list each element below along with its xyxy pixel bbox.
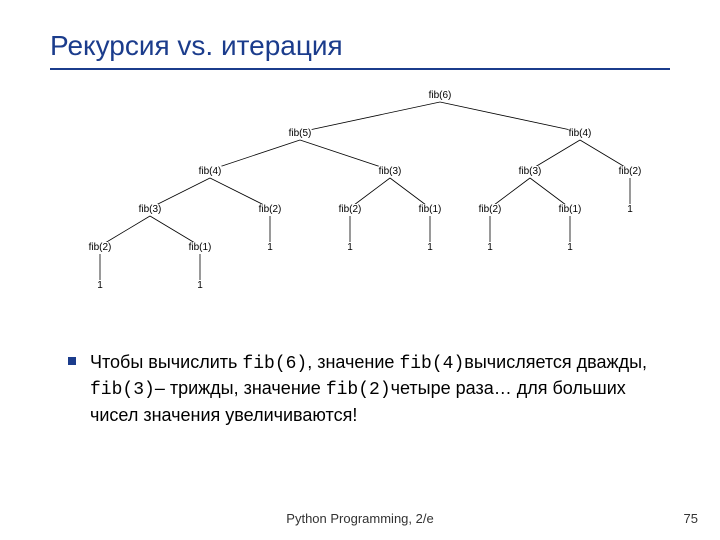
body-text-1: Чтобы вычислить <box>90 352 242 372</box>
tree-node: 1 <box>487 242 493 253</box>
slide: Рекурсия vs. итерация fib(6) fib(5) fib(4)… <box>0 0 720 540</box>
body-paragraph: Чтобы вычислить fib(6), значение fib(4)в… <box>90 350 650 427</box>
title-underline: Рекурсия vs. итерация <box>50 30 670 70</box>
page-number: 75 <box>684 511 698 526</box>
tree-node: 1 <box>427 242 433 253</box>
tree-node: 1 <box>347 242 353 253</box>
body-text-2: , значение <box>307 352 399 372</box>
code-fib2: fib(2) <box>326 380 391 400</box>
code-fib6: fib(6) <box>242 354 307 374</box>
tree-node: 1 <box>267 242 273 253</box>
tree-node: fib(1) <box>559 204 582 215</box>
slide-title: Рекурсия vs. итерация <box>50 30 670 62</box>
tree-node: fib(3) <box>379 166 402 177</box>
tree-node: 1 <box>197 280 203 291</box>
tree-node: fib(5) <box>289 128 312 139</box>
tree-node: fib(2) <box>479 204 502 215</box>
tree-node: fib(6) <box>429 90 452 101</box>
tree-node: fib(1) <box>419 204 442 215</box>
tree-node: fib(1) <box>189 242 212 253</box>
fib-tree-diagram: fib(6) fib(5) fib(4) fib(4) fib(3) fib(3) fib(… <box>40 90 680 330</box>
bullet-icon <box>68 357 76 365</box>
body-text-3: вычисляется дважды, <box>464 352 647 372</box>
tree-node: fib(2) <box>89 242 112 253</box>
tree-node: 1 <box>627 204 633 215</box>
code-fib4: fib(4) <box>399 354 464 374</box>
code-fib3: fib(3) <box>90 380 155 400</box>
tree-node: fib(2) <box>259 204 282 215</box>
tree-node: fib(2) <box>339 204 362 215</box>
tree-node: 1 <box>97 280 103 291</box>
tree-node: fib(4) <box>199 166 222 177</box>
tree-node: fib(4) <box>569 128 592 139</box>
tree-node: fib(3) <box>139 204 162 215</box>
tree-node: fib(3) <box>519 166 542 177</box>
tree-node: 1 <box>567 242 573 253</box>
body-text-4: – трижды, значение <box>155 378 326 398</box>
tree-node: fib(2) <box>619 166 642 177</box>
footer-text: Python Programming, 2/e <box>0 511 720 526</box>
